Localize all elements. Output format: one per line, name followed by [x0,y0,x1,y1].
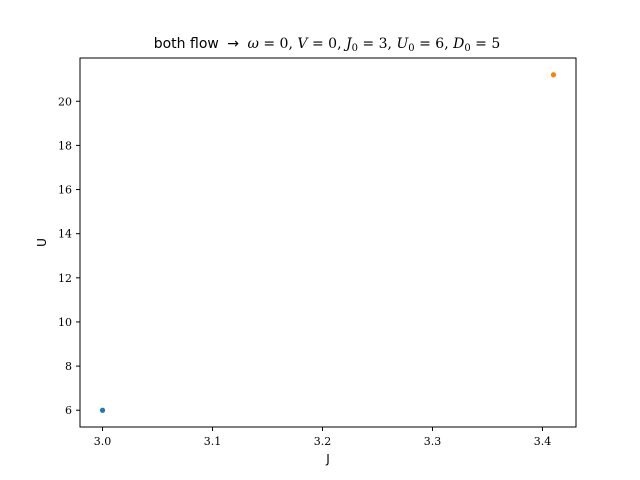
x-axis-label: J [325,452,330,466]
y-axis-ticks: 6 8 10 12 14 16 18 20 [58,95,80,417]
title-sep-3: , [388,36,397,52]
title-j: J [343,36,353,52]
x-tick-label: 3.2 [314,435,332,448]
y-tick-label: 12 [58,272,72,285]
title-omega-value: 0 [280,36,289,52]
x-tick-label: 3.3 [424,435,442,448]
title-v-value: 0 [328,36,337,52]
y-axis-label: U [35,238,49,247]
title-eq-4: = [415,36,436,52]
x-axis-ticks: 3.0 3.1 3.2 3.3 3.4 [94,427,551,448]
plot-frame [79,57,577,428]
title-u0-value: 6 [435,36,444,52]
y-tick-label: 14 [58,228,72,241]
title-d-sub: 0 [464,43,470,54]
data-point [99,407,106,413]
title-sep-4: , [444,36,453,52]
x-tick-label: 3.0 [94,435,112,448]
y-tick-label: 20 [58,95,72,108]
title-sep-1: , [288,36,297,52]
title-arrow: → [227,36,239,52]
y-tick-label: 18 [58,139,72,152]
title-omega: ω [247,36,259,52]
y-tick-label: 10 [58,316,72,329]
y-tick-label: 6 [65,404,72,417]
title-eq-5: = [471,36,492,52]
data-point [550,72,557,78]
title-u: U [396,36,409,52]
title-eq-1: = [259,36,280,52]
title-u-sub: 0 [408,43,414,54]
title-v: V [297,36,309,52]
y-tick-label: 8 [65,360,72,373]
title-j-sub: 0 [352,43,358,54]
y-tick-label: 16 [58,184,72,197]
chart-title: both flow → ω = 0, V = 0, J0 = 3, U0 = 6… [154,36,501,54]
title-j0-value: 3 [379,36,388,52]
data-points [99,72,557,413]
title-sep-2: , [337,36,346,52]
title-eq-2: = [308,36,329,52]
title-prefix: both flow [154,36,219,52]
x-tick-label: 3.1 [204,435,222,448]
title-eq-3: = [358,36,379,52]
title-d: D [452,36,464,52]
title-d0-value: 5 [491,36,500,52]
x-tick-label: 3.4 [534,435,552,448]
